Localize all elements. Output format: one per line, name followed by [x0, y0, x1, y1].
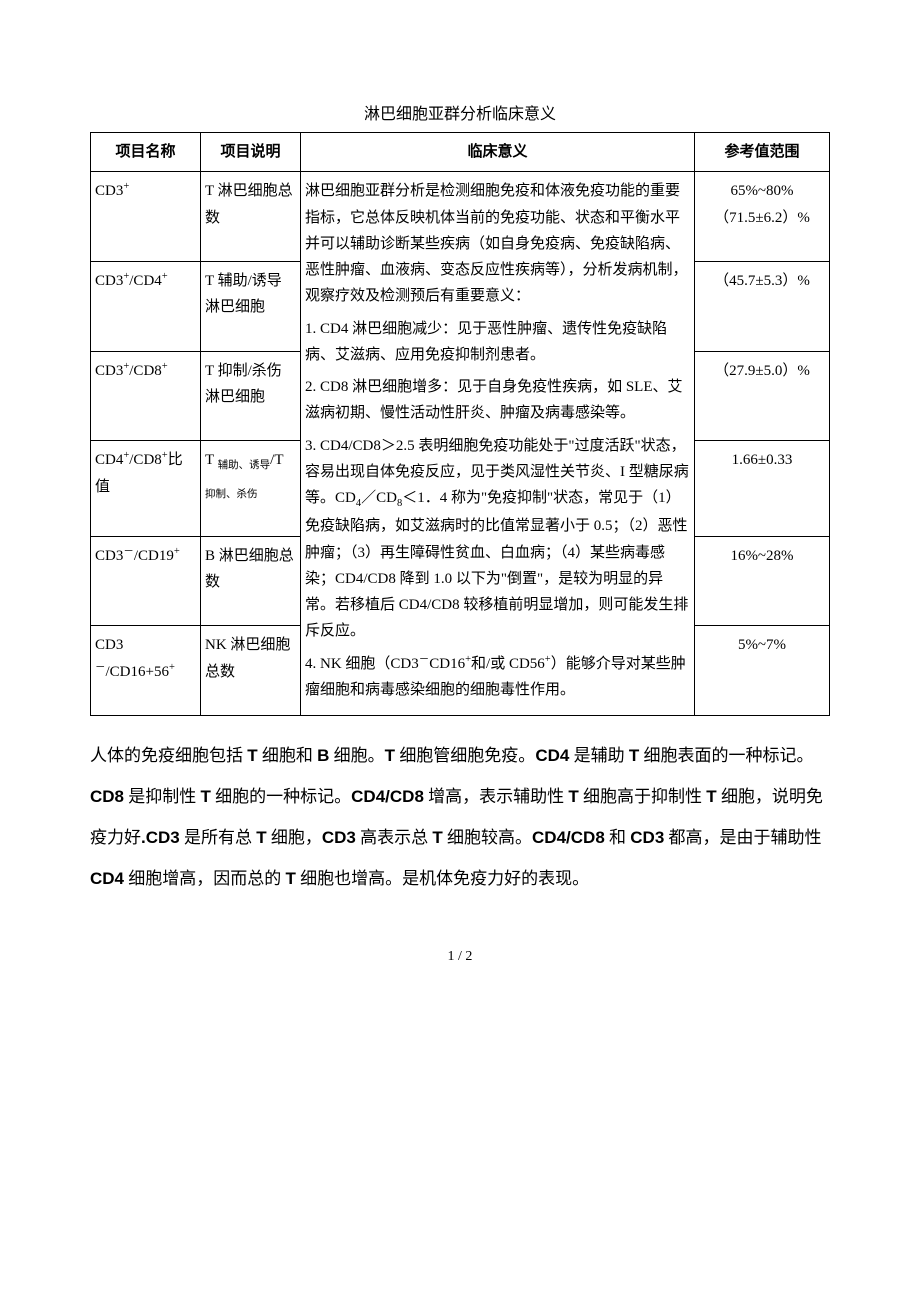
ref-line1-0: 65%~80% [699, 178, 825, 204]
cell-ref-5: 5%~7% [695, 626, 830, 716]
document-title: 淋巴细胞亚群分析临床意义 [90, 100, 830, 124]
cell-desc-1: T 辅助/诱导淋巴细胞 [201, 261, 301, 351]
cell-ref-1: （45.7±5.3）% [695, 261, 830, 351]
data-table: 项目名称 项目说明 临床意义 参考值范围 CD3+ T 淋巴细胞总数 淋巴细胞亚… [90, 132, 830, 716]
body-paragraph: 人体的免疫细胞包括 T 细胞和 B 细胞。T 细胞管细胞免疫。CD4 是辅助 T… [90, 736, 830, 899]
table-row: CD3+ T 淋巴细胞总数 淋巴细胞亚群分析是检测细胞免疫和体液免疫功能的重要指… [91, 172, 830, 262]
cell-meaning: 淋巴细胞亚群分析是检测细胞免疫和体液免疫功能的重要指标，它总体反映机体当前的免疫… [301, 172, 695, 716]
ref-line2-0: （71.5±6.2）% [699, 205, 825, 231]
cell-desc-2: T 抑制/杀伤淋巴细胞 [201, 351, 301, 441]
cell-ref-4: 16%~28% [695, 536, 830, 626]
cell-desc-3: T 辅助、诱导/T 抑制、杀伤 [201, 441, 301, 536]
cell-desc-5: NK 淋巴细胞总数 [201, 626, 301, 716]
table-header-row: 项目名称 项目说明 临床意义 参考值范围 [91, 133, 830, 172]
header-name: 项目名称 [91, 133, 201, 172]
cell-name-2: CD3+/CD8+ [91, 351, 201, 441]
cell-name-0: CD3+ [91, 172, 201, 262]
page-footer: 1 / 2 [90, 949, 830, 965]
cell-name-4: CD3－/CD19+ [91, 536, 201, 626]
cell-name-1: CD3+/CD4+ [91, 261, 201, 351]
cell-ref-2: （27.9±5.0）% [695, 351, 830, 441]
cell-ref-3: 1.66±0.33 [695, 441, 830, 536]
cell-desc-0: T 淋巴细胞总数 [201, 172, 301, 262]
cell-name-3: CD4+/CD8+比值 [91, 441, 201, 536]
header-ref: 参考值范围 [695, 133, 830, 172]
cell-ref-0: 65%~80% （71.5±6.2）% [695, 172, 830, 262]
header-meaning: 临床意义 [301, 133, 695, 172]
header-desc: 项目说明 [201, 133, 301, 172]
cell-name-5: CD3－/CD16+56+ [91, 626, 201, 716]
cell-desc-4: B 淋巴细胞总数 [201, 536, 301, 626]
